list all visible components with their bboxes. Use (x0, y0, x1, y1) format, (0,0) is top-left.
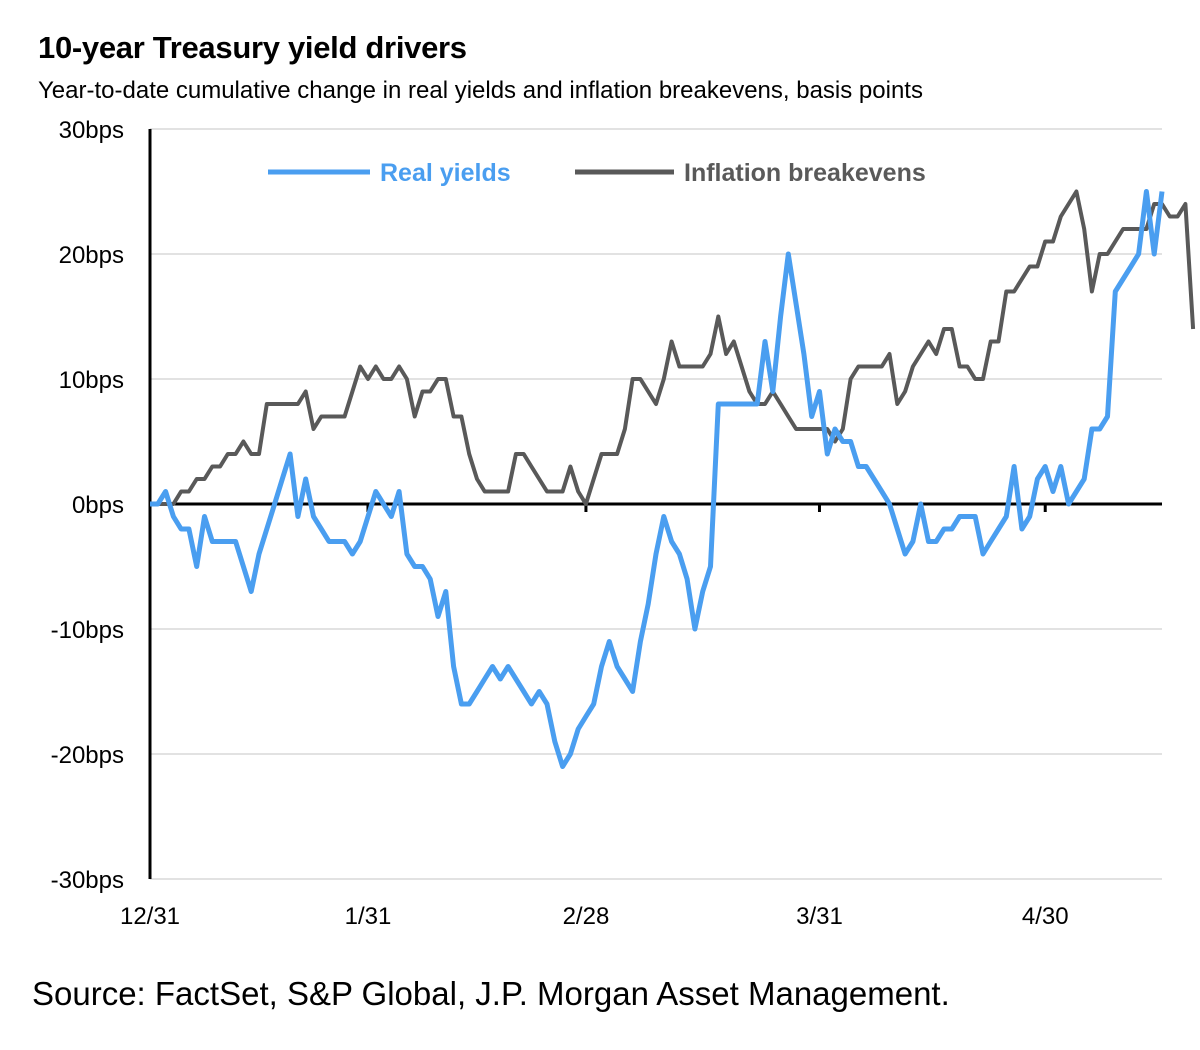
y-tick-label: 20bps (59, 242, 124, 269)
series-line-real-yields (150, 189, 1165, 769)
y-tick-label: -20bps (51, 742, 124, 769)
y-tick-label: -30bps (51, 867, 124, 894)
legend-inflation-breakevens-label: Inflation breakevens (684, 159, 926, 187)
legend: Real yields Inflation breakevens (268, 159, 926, 187)
x-axis-ticks: 12/31 1/31 2/28 3/31 4/30 (120, 504, 1069, 930)
x-tick-label: 4/30 (1022, 903, 1069, 930)
y-tick-label: 0bps (72, 492, 124, 519)
x-tick-label: 12/31 (120, 903, 180, 930)
legend-real-yields-label: Real yields (380, 159, 511, 187)
series-lines (150, 189, 1196, 769)
grid-lines (150, 128, 1162, 880)
y-tick-label: 10bps (59, 367, 124, 394)
chart-title: 10-year Treasury yield drivers (38, 30, 467, 65)
source-note: Source: FactSet, S&P Global, J.P. Morgan… (32, 975, 950, 1012)
line-chart: 30bps 20bps 10bps 0bps -10bps -20bps -30bps 12… (51, 117, 1196, 930)
x-tick-label: 3/31 (796, 903, 843, 930)
y-tick-label: -10bps (51, 617, 124, 644)
y-tick-label: 30bps (59, 117, 124, 144)
y-axis-ticks: 30bps 20bps 10bps 0bps -10bps -20bps -30bps (51, 117, 124, 894)
series-line-inflation-breakevens (150, 189, 1196, 506)
x-tick-label: 1/31 (345, 903, 392, 930)
x-tick-label: 2/28 (563, 903, 610, 930)
chart-subtitle: Year-to-date cumulative change in real y… (38, 77, 923, 104)
